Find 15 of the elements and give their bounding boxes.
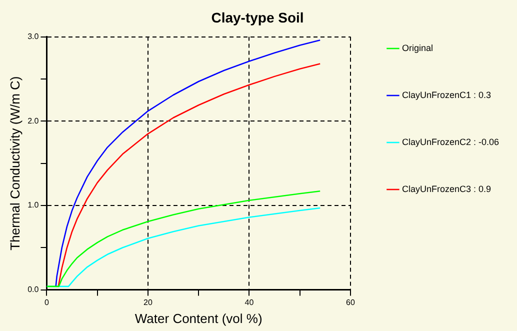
x-tick-label: 0 (44, 298, 50, 307)
x-tick-label: 60 (346, 298, 356, 307)
y-tick-label: 3.0 (28, 32, 40, 42)
x-tick-label: 40 (244, 298, 254, 307)
legend-label: ClayUnFrozenC1 : 0.3 (402, 90, 492, 100)
x-tick-label: 20 (144, 298, 153, 307)
legend-label: Original (402, 42, 433, 53)
y-tick-label: 2.0 (28, 116, 40, 126)
chart-title: Clay-type Soil (211, 9, 304, 26)
y-tick-label: 1.0 (28, 200, 40, 210)
legend-label: ClayUnFrozenC2 : -0.06 (402, 136, 500, 147)
y-axis-title: Thermal Conductivity (W/m C) (7, 76, 22, 250)
y-tick-label: 0.0 (28, 285, 40, 294)
x-axis-title: Water Content (vol %) (134, 310, 262, 326)
legend-label: ClayUnFrozenC3 : 0.9 (402, 184, 492, 194)
